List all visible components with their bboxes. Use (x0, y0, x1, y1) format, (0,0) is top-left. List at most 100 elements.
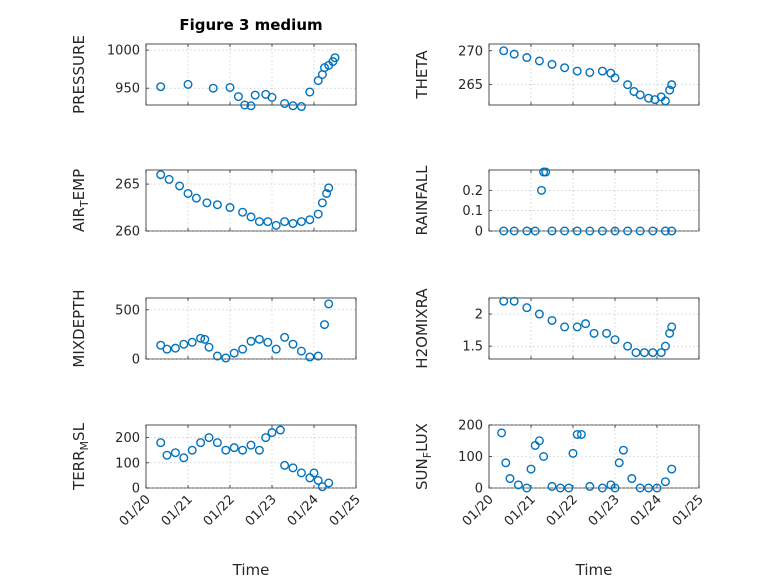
data-point-mixdepth (280, 332, 290, 342)
data-point-terrmsl (317, 482, 327, 492)
data-point-sunflux (585, 481, 595, 491)
y-axis-label-airtemp: AIRTEMP (70, 169, 91, 232)
data-point-h2omixra (602, 328, 612, 338)
data-point-airtemp (202, 198, 212, 208)
data-point-rainfall (648, 226, 658, 236)
data-point-theta (522, 53, 532, 63)
y-tick-label: 100 (115, 456, 140, 471)
data-point-sunflux (597, 483, 607, 493)
data-point-pressure (280, 98, 290, 108)
axes-box-h2omixra (488, 297, 700, 360)
data-point-rainfall (572, 226, 582, 236)
panel-h2omixra: 1.5 2 H2OMIXRA (413, 288, 700, 369)
y-tick-label: 0 (475, 482, 483, 497)
data-point-pressure (246, 101, 256, 111)
data-point-airtemp (263, 217, 273, 227)
y-tick-label: 500 (115, 303, 140, 318)
data-point-mixdepth (263, 337, 273, 347)
data-point-terrmsl (229, 443, 239, 453)
y-axis-label-h2omixra: H2OMIXRA (413, 288, 431, 369)
data-point-theta (509, 49, 519, 59)
data-point-mixdepth (254, 334, 264, 344)
y-tick-label: 260 (115, 225, 140, 240)
data-point-pressure (156, 82, 166, 92)
data-point-rainfall (597, 226, 607, 236)
data-point-terrmsl (204, 433, 214, 443)
data-point-airtemp (156, 170, 166, 180)
data-point-pressure (250, 90, 260, 100)
data-point-mixdepth (313, 351, 323, 361)
data-point-airtemp (175, 181, 185, 191)
data-point-airtemp (164, 174, 174, 184)
data-point-airtemp (225, 203, 235, 213)
data-point-sunflux (627, 474, 637, 484)
data-point-pressure (183, 79, 193, 89)
data-point-sunflux (497, 428, 507, 438)
data-point-terrmsl (280, 460, 290, 470)
data-point-terrmsl (267, 428, 277, 438)
y-tick-label: 100 (458, 450, 483, 465)
data-point-pressure (288, 101, 298, 111)
data-point-theta (665, 85, 675, 95)
panel-mixdepth: 0 500 MIXDEPTH (70, 289, 357, 368)
data-point-mixdepth (271, 344, 281, 354)
y-tick-label: 270 (458, 44, 483, 59)
y-tick-label: 0 (132, 353, 140, 368)
data-point-rainfall (667, 226, 677, 236)
data-point-theta (660, 96, 670, 106)
panel-pressure: 950 1000 PRESSURE (70, 35, 357, 114)
data-point-h2omixra (547, 315, 557, 325)
data-point-sunflux (555, 483, 565, 493)
data-point-sunflux (618, 445, 628, 455)
data-point-sunflux (522, 483, 532, 493)
data-point-terrmsl (170, 448, 180, 458)
data-point-mixdepth (156, 340, 166, 350)
data-point-pressure (296, 102, 306, 112)
data-point-h2omixra (572, 322, 582, 332)
data-point-h2omixra (610, 335, 620, 345)
data-point-theta (644, 93, 654, 103)
data-point-theta (635, 90, 645, 100)
data-point-theta (610, 73, 620, 83)
data-point-theta (499, 46, 509, 56)
data-point-terrmsl (313, 475, 323, 485)
data-point-terrmsl (221, 445, 231, 455)
data-point-theta (623, 80, 633, 90)
data-point-pressure (240, 100, 250, 110)
x-axis-label-left: Time (232, 561, 270, 579)
data-point-mixdepth (246, 336, 256, 346)
data-point-sunflux (614, 458, 624, 468)
data-point-h2omixra (623, 341, 633, 351)
data-point-terrmsl (156, 438, 166, 448)
data-point-mixdepth (162, 344, 172, 354)
data-point-airtemp (324, 183, 334, 193)
data-point-rainfall (509, 226, 519, 236)
data-point-airtemp (317, 198, 327, 208)
data-point-airtemp (313, 209, 323, 219)
y-tick-label: 0 (475, 225, 483, 240)
data-point-h2omixra (648, 348, 658, 358)
data-point-h2omixra (639, 348, 649, 358)
axes-box-rainfall (488, 169, 700, 232)
panel-theta: 265 270 THETA (413, 43, 700, 106)
data-point-sunflux (572, 429, 582, 439)
data-point-rainfall (537, 185, 547, 195)
data-point-sunflux (526, 464, 536, 474)
data-point-h2omixra (560, 322, 570, 332)
data-point-airtemp (280, 217, 290, 227)
data-point-pressure (313, 76, 323, 86)
data-point-terrmsl (212, 438, 222, 448)
data-point-sunflux (501, 458, 511, 468)
x-axis-label-right: Time (575, 561, 613, 579)
data-point-theta (547, 59, 557, 69)
y-tick-label: 0 (132, 482, 140, 497)
figure-title: Figure 3 medium (179, 16, 322, 34)
data-point-mixdepth (221, 353, 231, 363)
data-point-airtemp (246, 212, 256, 222)
data-point-h2omixra (667, 322, 677, 332)
data-point-sunflux (547, 481, 557, 491)
y-tick-label: 265 (115, 178, 140, 193)
data-point-mixdepth (212, 351, 222, 361)
